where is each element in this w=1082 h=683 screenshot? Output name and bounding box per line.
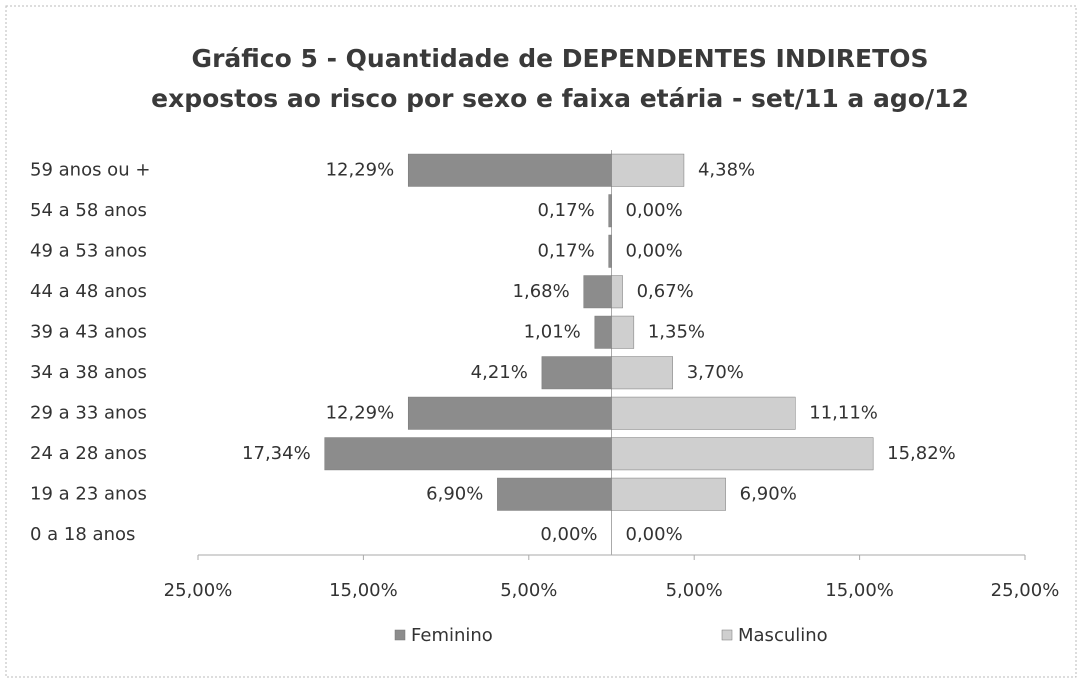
- data-label: 12,29%: [326, 159, 395, 180]
- data-label: 3,70%: [687, 362, 744, 383]
- data-label: 4,38%: [698, 159, 755, 180]
- bar: [611, 275, 623, 309]
- data-label: 0,00%: [626, 200, 683, 221]
- bar: [611, 437, 874, 471]
- data-label: 1,68%: [513, 281, 570, 302]
- bar: [611, 315, 635, 349]
- x-tick-label: 25,00%: [164, 580, 233, 601]
- legend-swatch: [394, 629, 406, 641]
- bar: [611, 356, 673, 390]
- x-tick-label: 5,00%: [666, 580, 723, 601]
- data-label: 1,01%: [524, 321, 581, 342]
- x-tick-label: 25,00%: [991, 580, 1060, 601]
- data-label: 0,67%: [637, 281, 694, 302]
- y-tick-label: 34 a 38 anos: [30, 362, 147, 383]
- data-label: 12,29%: [326, 402, 395, 423]
- y-tick-label: 59 anos ou +: [30, 159, 150, 180]
- data-label: 6,90%: [426, 483, 483, 504]
- chart-subtitle: expostos ao risco por sexo e faixa etári…: [151, 84, 969, 113]
- bar: [324, 437, 612, 471]
- data-label: 11,11%: [809, 402, 878, 423]
- bar: [541, 356, 612, 390]
- x-tick-label: 15,00%: [825, 580, 894, 601]
- data-label: 15,82%: [887, 443, 956, 464]
- y-tick-label: 29 a 33 anos: [30, 402, 147, 423]
- legend-swatch: [721, 629, 733, 641]
- y-tick-label: 44 a 48 anos: [30, 281, 147, 302]
- bar: [407, 153, 612, 187]
- data-label: 6,90%: [740, 483, 797, 504]
- legend-label: Feminino: [411, 625, 493, 646]
- data-label: 0,17%: [538, 200, 595, 221]
- bar: [611, 153, 685, 187]
- y-tick-label: 54 a 58 anos: [30, 200, 147, 221]
- data-label: 1,35%: [648, 321, 705, 342]
- chart-border: [5, 5, 1077, 678]
- y-tick-label: 49 a 53 anos: [30, 240, 147, 261]
- bar: [583, 275, 612, 309]
- data-label: 17,34%: [242, 443, 311, 464]
- y-tick-label: 0 a 18 anos: [30, 524, 135, 545]
- bar: [407, 396, 612, 430]
- bar: [611, 396, 796, 430]
- y-tick-label: 24 a 28 anos: [30, 443, 147, 464]
- bar: [608, 194, 612, 228]
- x-tick-label: 5,00%: [500, 580, 557, 601]
- data-label: 0,17%: [538, 240, 595, 261]
- y-tick-label: 39 a 43 anos: [30, 321, 147, 342]
- bar: [594, 315, 612, 349]
- data-label: 0,00%: [540, 524, 597, 545]
- bar: [608, 234, 612, 268]
- chart-title: Gráfico 5 - Quantidade de DEPENDENTES IN…: [192, 44, 929, 73]
- y-tick-label: 19 a 23 anos: [30, 483, 147, 504]
- bar: [611, 477, 726, 511]
- legend-label: Masculino: [738, 625, 828, 646]
- data-label: 4,21%: [471, 362, 528, 383]
- x-tick-label: 15,00%: [329, 580, 398, 601]
- data-label: 0,00%: [626, 240, 683, 261]
- data-label: 0,00%: [626, 524, 683, 545]
- bar: [497, 477, 612, 511]
